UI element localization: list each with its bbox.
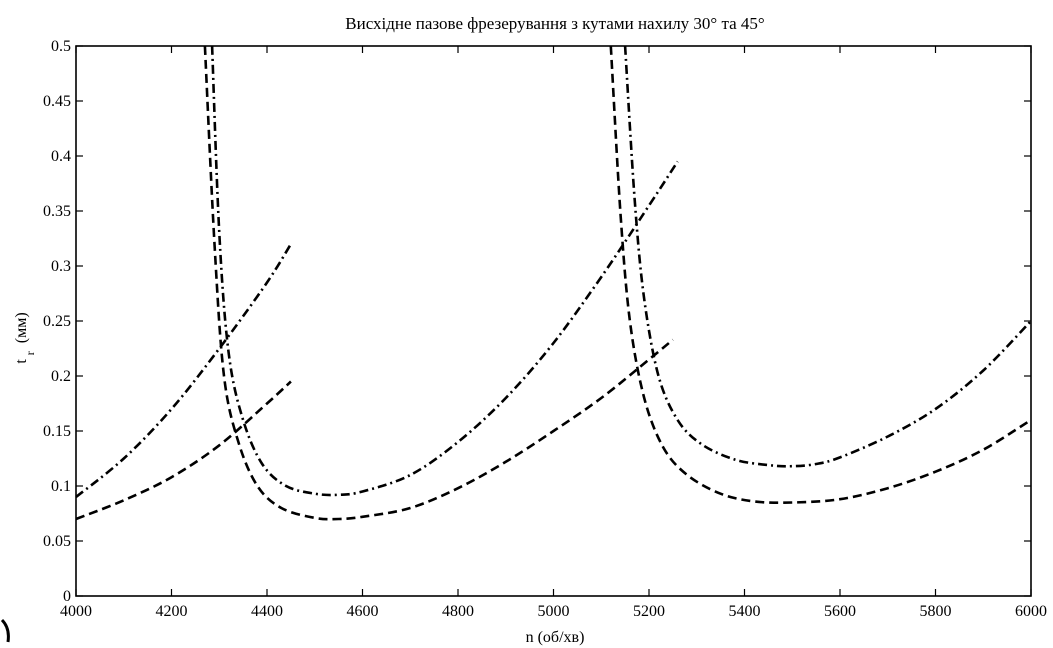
y-tick-label: 0.45 (43, 93, 71, 110)
chart-title: Висхідне пазове фрезерування з кутами на… (345, 14, 764, 33)
plot-area: 4000 4200 4400 4600 4800 5000 5200 5400 5600 5800… (43, 38, 1047, 620)
x-tick-label: 5000 (538, 603, 570, 620)
y-tick-label: 0 (63, 588, 71, 605)
x-tick-label: 4600 (347, 603, 379, 620)
y-tick-label: 0.15 (43, 423, 71, 440)
y-tick-label: 0.5 (51, 38, 71, 55)
corner-mark (0, 618, 10, 643)
x-tick-label: 4400 (251, 603, 283, 620)
dashed-curve (75, 380, 292, 521)
x-tick-label: 5200 (633, 603, 665, 620)
x-tick-label: 5600 (824, 603, 856, 620)
x-tick-label: 4200 (156, 603, 188, 620)
dashed-curve (609, 45, 1032, 505)
dash-dot-curve (75, 243, 293, 499)
x-tick-label: 4000 (60, 603, 92, 620)
y-tick-label: 0.4 (51, 148, 71, 165)
y-tick-label: 0.1 (51, 478, 71, 495)
x-tick-label: 4800 (442, 603, 474, 620)
plot-frame (75, 45, 1032, 597)
y-tick-label: 0.25 (43, 313, 71, 330)
y-axis-label-group: t r (мм) (13, 312, 38, 363)
x-tick-label: 6000 (1015, 603, 1047, 620)
y-tick-label: 0.3 (51, 258, 71, 275)
dash-dot-curve (210, 45, 679, 497)
y-axis-label-sub: r (23, 351, 37, 355)
x-tick-label: 5800 (920, 603, 952, 620)
y-tick-label: 0.2 (51, 368, 71, 385)
y-tick-label: 0.05 (43, 533, 71, 550)
y-axis-label-unit: (мм) (13, 312, 30, 343)
y-tick-label: 0.35 (43, 203, 71, 220)
svg-text:t r (мм): t r (мм) (13, 312, 38, 363)
y-axis-label-main: t (13, 359, 30, 364)
x-tick-label: 5400 (729, 603, 761, 620)
dashed-curve (203, 45, 674, 521)
x-axis-label: n (об/хв) (526, 629, 585, 646)
dash-dot-curve (623, 45, 1032, 468)
